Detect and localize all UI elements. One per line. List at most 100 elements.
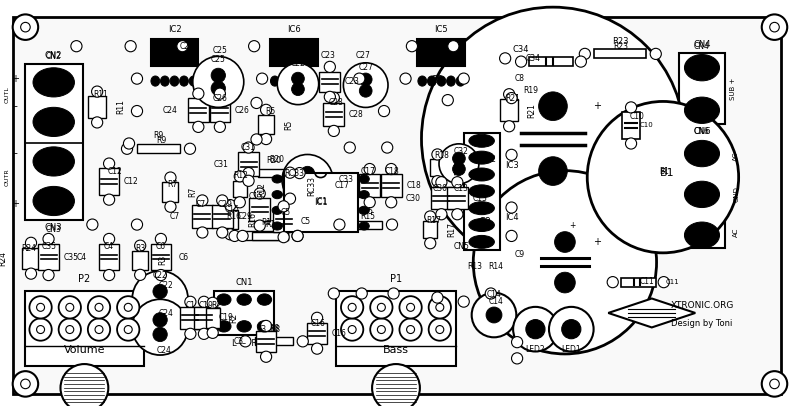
Text: B1: B1 — [660, 168, 674, 178]
Ellipse shape — [359, 222, 370, 230]
Circle shape — [506, 202, 517, 213]
Ellipse shape — [685, 222, 719, 248]
Text: AC: AC — [734, 152, 739, 162]
Circle shape — [261, 133, 272, 144]
Text: C17: C17 — [334, 181, 350, 190]
Circle shape — [197, 227, 208, 238]
Circle shape — [13, 14, 38, 40]
Text: C34: C34 — [513, 44, 530, 54]
Text: +: + — [11, 199, 19, 209]
Bar — [349, 221, 382, 229]
Circle shape — [311, 312, 322, 324]
Text: P2: P2 — [78, 274, 90, 284]
Circle shape — [217, 227, 228, 238]
Circle shape — [21, 22, 30, 32]
Circle shape — [386, 197, 397, 208]
Bar — [137, 144, 181, 153]
Circle shape — [341, 318, 363, 341]
Circle shape — [526, 319, 545, 339]
Circle shape — [344, 142, 355, 153]
Circle shape — [58, 318, 81, 341]
Bar — [244, 232, 288, 241]
Circle shape — [406, 41, 418, 52]
Text: C7: C7 — [196, 200, 206, 209]
Text: C32: C32 — [454, 147, 469, 156]
Text: OUTL: OUTL — [5, 86, 10, 103]
Text: CN4: CN4 — [694, 42, 710, 51]
Circle shape — [37, 303, 45, 311]
Circle shape — [185, 143, 195, 154]
Text: C14: C14 — [486, 290, 502, 299]
Circle shape — [359, 84, 372, 97]
Circle shape — [607, 277, 618, 288]
Text: IC4: IC4 — [505, 213, 518, 222]
Text: R11: R11 — [116, 100, 125, 114]
Circle shape — [88, 318, 110, 341]
Text: IC1: IC1 — [314, 198, 327, 207]
Circle shape — [562, 319, 581, 339]
Circle shape — [193, 88, 204, 99]
Text: R16: R16 — [248, 212, 257, 227]
Bar — [98, 244, 119, 270]
Circle shape — [207, 327, 218, 338]
Text: C22: C22 — [290, 59, 306, 68]
Bar — [464, 133, 499, 250]
Bar — [252, 232, 288, 240]
Ellipse shape — [180, 76, 188, 86]
Text: LED1: LED1 — [562, 345, 581, 354]
Circle shape — [770, 22, 779, 32]
Circle shape — [762, 371, 787, 397]
Circle shape — [300, 166, 314, 181]
Circle shape — [117, 318, 139, 341]
Circle shape — [155, 269, 166, 281]
Circle shape — [406, 303, 414, 311]
Text: C22: C22 — [159, 281, 174, 290]
Circle shape — [503, 121, 514, 132]
Text: CN4: CN4 — [694, 40, 710, 49]
Ellipse shape — [272, 175, 282, 183]
Circle shape — [486, 288, 496, 299]
Text: C9: C9 — [514, 249, 525, 259]
Circle shape — [370, 296, 393, 319]
Ellipse shape — [189, 76, 198, 86]
Ellipse shape — [359, 190, 370, 199]
Bar — [206, 308, 220, 328]
Ellipse shape — [359, 206, 370, 214]
Circle shape — [185, 328, 196, 339]
Text: CN2: CN2 — [45, 51, 62, 60]
Circle shape — [511, 337, 522, 348]
Text: R9: R9 — [156, 136, 166, 145]
Circle shape — [486, 307, 502, 323]
Bar — [594, 49, 646, 58]
Circle shape — [103, 194, 114, 205]
Bar — [418, 39, 466, 66]
Ellipse shape — [685, 140, 719, 167]
Ellipse shape — [469, 185, 494, 198]
Text: IC2: IC2 — [168, 25, 182, 34]
Text: R3: R3 — [135, 245, 146, 254]
Text: C15: C15 — [224, 205, 239, 214]
Text: R13: R13 — [467, 262, 482, 271]
Circle shape — [294, 168, 305, 179]
Text: SUB +: SUB + — [730, 78, 736, 100]
Circle shape — [429, 296, 451, 319]
Bar — [132, 251, 148, 270]
Circle shape — [243, 168, 254, 179]
Bar — [255, 337, 293, 346]
Circle shape — [452, 209, 463, 220]
Text: C35: C35 — [42, 242, 57, 251]
Text: C4: C4 — [76, 252, 86, 262]
Text: C13: C13 — [472, 194, 487, 203]
Bar — [430, 159, 445, 176]
Bar — [98, 168, 119, 195]
Circle shape — [95, 326, 103, 333]
Bar — [529, 57, 573, 66]
Ellipse shape — [272, 206, 282, 214]
Circle shape — [261, 320, 272, 332]
Circle shape — [229, 230, 240, 241]
Circle shape — [211, 68, 226, 83]
Circle shape — [432, 149, 443, 160]
Text: C8: C8 — [431, 75, 444, 85]
Text: XTRONIC.ORG: XTRONIC.ORG — [670, 301, 734, 310]
Ellipse shape — [33, 68, 74, 97]
